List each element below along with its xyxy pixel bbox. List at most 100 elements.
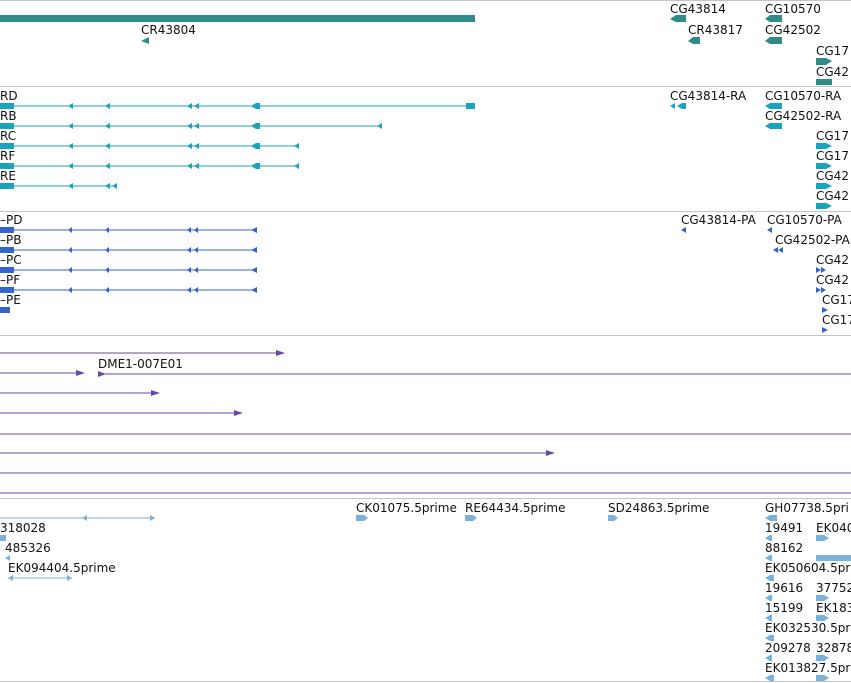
est-label[interactable]: EK032530.5pri [765, 621, 851, 635]
protein-glyph[interactable] [773, 247, 778, 253]
est-glyph[interactable] [765, 535, 772, 541]
est-label[interactable]: 37752 [816, 581, 851, 595]
protein-glyph[interactable] [681, 227, 686, 233]
est-glyph[interactable] [816, 595, 829, 601]
est-label[interactable]: GH07738.5pri [765, 501, 849, 515]
protein-glyph[interactable] [822, 327, 828, 333]
transcript-glyph[interactable] [677, 103, 686, 109]
transcript-glyph[interactable] [765, 123, 782, 129]
transcript-label[interactable]: CG10570-RA [765, 89, 842, 103]
protein-glyph[interactable] [0, 287, 257, 293]
est-glyph[interactable] [356, 515, 368, 521]
est-label[interactable]: 485326 [5, 541, 51, 555]
protein-glyph[interactable] [778, 247, 783, 253]
est-glyph[interactable] [816, 555, 851, 561]
est-label[interactable]: 15199 [765, 601, 804, 615]
est-label[interactable]: 88162 [765, 541, 804, 555]
est-label[interactable]: EK013827.5pri [765, 661, 851, 675]
transcript-label[interactable]: RF [0, 149, 16, 163]
est-glyph[interactable] [765, 555, 772, 561]
transcript-label[interactable]: CG43814-RA [670, 89, 747, 103]
transcript-glyph[interactable] [0, 143, 299, 149]
gene-glyph[interactable] [670, 15, 686, 22]
est-label[interactable]: EK050604.5pri [765, 561, 851, 575]
est-glyph[interactable] [465, 515, 477, 521]
protein-glyph[interactable] [822, 307, 828, 313]
est-glyph[interactable] [816, 655, 829, 661]
est-glyph[interactable] [5, 555, 10, 561]
est-glyph[interactable] [0, 515, 155, 521]
gene-label[interactable]: CR43817 [688, 23, 743, 37]
est-glyph[interactable] [765, 635, 774, 641]
protein-label[interactable]: CG43814-PA [681, 213, 756, 227]
protein-label[interactable]: CG17 [822, 293, 851, 307]
clone-glyph[interactable] [0, 450, 555, 456]
protein-label[interactable]: –PF [0, 273, 21, 287]
protein-glyph[interactable] [0, 267, 257, 273]
protein-label[interactable]: –PB [0, 233, 22, 247]
est-label[interactable]: 318028 [0, 521, 46, 535]
gene-glyph[interactable] [765, 15, 782, 22]
protein-glyph[interactable] [816, 287, 821, 293]
est-glyph[interactable] [765, 515, 777, 521]
transcript-label[interactable]: CG42 [816, 169, 849, 183]
clone-glyph[interactable] [0, 350, 285, 356]
transcript-label[interactable]: CG42 [816, 189, 849, 203]
gene-glyph[interactable] [765, 37, 782, 44]
est-label[interactable]: EK183 [816, 601, 851, 615]
transcript-glyph[interactable] [0, 123, 382, 129]
transcript-glyph[interactable] [816, 203, 832, 209]
gene-label[interactable]: CG10570 [765, 2, 821, 16]
protein-label[interactable]: –PE [0, 293, 21, 307]
gene-label[interactable]: CR43804 [141, 23, 196, 37]
transcript-label[interactable]: CG17 [816, 149, 849, 163]
gene-glyph[interactable] [816, 79, 832, 85]
protein-glyph[interactable] [0, 247, 257, 253]
transcript-label[interactable]: RE [0, 169, 16, 183]
est-label[interactable]: 32878 [816, 641, 851, 655]
est-label[interactable]: EK040 [816, 521, 851, 535]
protein-label[interactable]: CG42 [816, 273, 849, 287]
transcript-glyph[interactable] [816, 183, 832, 189]
gene-label[interactable]: CG43814 [670, 2, 726, 16]
protein-glyph[interactable] [821, 267, 826, 273]
gene-glyph[interactable] [688, 37, 700, 44]
est-label[interactable]: CK01075.5prime [356, 501, 457, 515]
transcript-glyph[interactable] [816, 143, 832, 149]
est-glyph[interactable] [765, 655, 772, 661]
est-glyph[interactable] [816, 675, 829, 681]
clone-glyph[interactable] [0, 370, 85, 376]
transcript-label[interactable]: RB [0, 109, 17, 123]
protein-glyph[interactable] [0, 307, 10, 313]
est-label[interactable]: SD24863.5prime [608, 501, 710, 515]
protein-glyph[interactable] [0, 227, 257, 233]
transcript-label[interactable]: RC [0, 129, 17, 143]
clone-glyph[interactable] [0, 390, 160, 396]
est-glyph[interactable] [765, 615, 772, 621]
est-glyph[interactable] [765, 595, 772, 601]
transcript-label[interactable]: RD [0, 89, 18, 103]
gene-label[interactable]: CG17 [816, 44, 849, 58]
protein-glyph[interactable] [816, 267, 821, 273]
transcript-glyph[interactable] [0, 163, 299, 169]
est-glyph[interactable] [816, 615, 829, 621]
gene-glyph[interactable] [816, 58, 832, 65]
transcript-label[interactable]: CG17 [816, 129, 849, 143]
protein-label[interactable]: CG42502-PA [775, 233, 850, 247]
protein-label[interactable]: CG10570-PA [767, 213, 842, 227]
transcript-glyph[interactable] [765, 103, 782, 109]
est-glyph[interactable] [765, 575, 774, 581]
protein-label[interactable]: CG42 [816, 253, 849, 267]
est-glyph[interactable] [8, 575, 72, 581]
protein-label[interactable]: –PC [0, 253, 22, 267]
protein-glyph[interactable] [767, 227, 772, 233]
gene-glyph[interactable] [0, 15, 475, 22]
transcript-glyph[interactable] [0, 183, 117, 189]
est-glyph[interactable] [765, 675, 774, 681]
est-label[interactable]: 19491 [765, 521, 804, 535]
est-label[interactable]: 209278 [765, 641, 811, 655]
protein-label[interactable]: –PD [0, 213, 23, 227]
est-label[interactable]: RE64434.5prime [465, 501, 566, 515]
clone-glyph[interactable] [0, 410, 243, 416]
transcript-glyph[interactable] [670, 103, 675, 109]
